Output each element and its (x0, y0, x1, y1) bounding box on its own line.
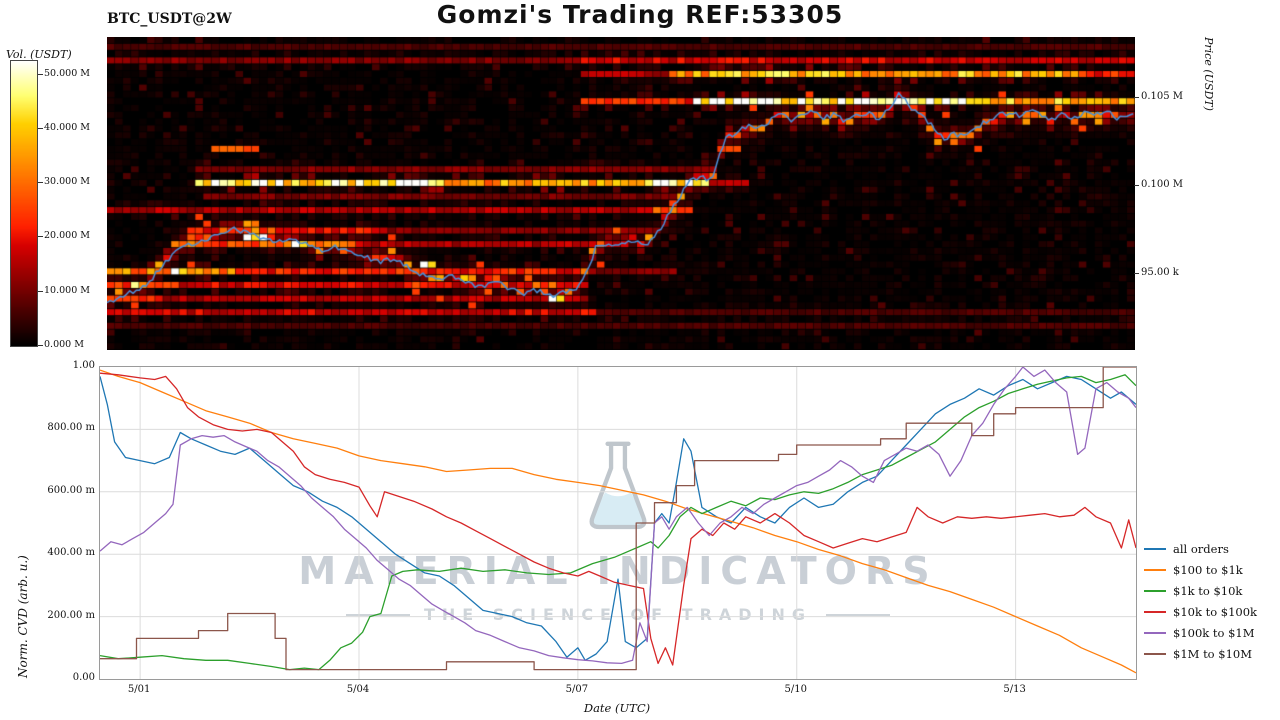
legend-item: $100 to $1k (1144, 562, 1257, 577)
legend-label: $1M to $10M (1173, 646, 1252, 661)
legend-label: $100 to $1k (1173, 562, 1243, 577)
legend-item: $1k to $10k (1144, 583, 1257, 598)
legend-item: all orders (1144, 541, 1257, 556)
cvd-panel: MATERIAL INDICATORS THE SCIENCE OF TRADI… (99, 366, 1137, 680)
volume-colorbar (10, 60, 38, 347)
legend: all orders $100 to $1k $1k to $10k $10k … (1144, 541, 1258, 661)
colorbar-label: Vol. (USDT) (6, 48, 72, 61)
legend-label: $100k to $1M (1173, 625, 1255, 640)
legend-swatch (1144, 610, 1166, 613)
legend-label: all orders (1173, 541, 1229, 556)
flask-icon (589, 441, 647, 530)
price-axis-ticks: 0.105 M 0.100 M 95.00 k (1134, 0, 1201, 400)
legend-swatch (1144, 547, 1166, 550)
cvd-chart (100, 367, 1136, 679)
chart-title: Gomzi's Trading REF:53305 (436, 0, 844, 29)
legend-item: $1M to $10M (1144, 646, 1257, 661)
price-axis-label: Price (USDT) (1202, 37, 1215, 111)
cvd-y-axis-label: Norm. CVD (arb. u.) (16, 555, 30, 678)
cvd-y-axis-ticks: 1.00 800.00 m 600.00 m 400.00 m 200.00 m 0.00 (47, 360, 95, 683)
colorbar-ticks: 50.000 M 40.000 M 30.000 M 20.000 M 10.000 M… (38, 0, 104, 720)
symbol-label: BTC_USDT@2W (107, 11, 232, 27)
legend-label: $1k to $10k (1173, 583, 1243, 598)
legend-swatch (1144, 589, 1166, 592)
legend-swatch (1144, 631, 1166, 634)
volume-heatmap (107, 37, 1135, 350)
legend-label: $10k to $100k (1173, 604, 1258, 619)
legend-item: $100k to $1M (1144, 625, 1257, 640)
legend-item: $10k to $100k (1144, 604, 1258, 619)
watermark-dash-right (826, 613, 891, 616)
legend-swatch (1144, 652, 1166, 655)
legend-swatch (1144, 568, 1166, 571)
cvd-x-axis-label: Date (UTC) (583, 701, 651, 715)
